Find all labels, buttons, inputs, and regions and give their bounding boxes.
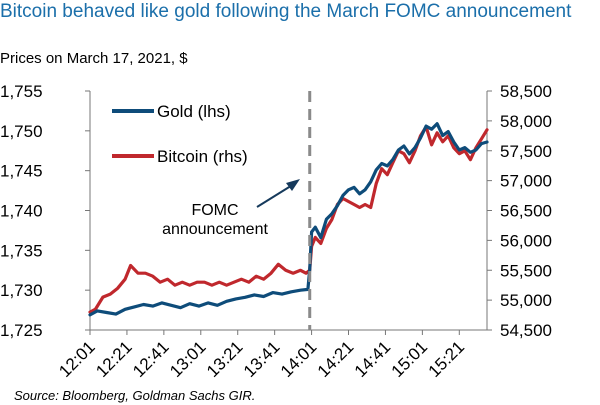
y-left-tick-label: 1,740	[0, 202, 43, 221]
chart-title: Bitcoin behaved like gold following the …	[0, 1, 572, 22]
x-tick-label: 13:41	[240, 337, 284, 381]
annotation-layer: FOMC announcement	[162, 91, 312, 330]
y-left-ticks: 1,725 1,730 1,735 1,740 1,745 1,750 1,755	[0, 82, 90, 340]
chart-subtitle: Prices on March 17, 2021, $	[0, 50, 188, 67]
x-tick-label: 15:21	[425, 337, 469, 381]
legend: Gold (lhs) Bitcoin (rhs)	[112, 102, 248, 166]
y-left-tick-label: 1,750	[0, 122, 43, 141]
x-tick-label: 12:01	[55, 337, 99, 381]
x-tick-label: 14:41	[351, 337, 395, 381]
gold-series-line	[88, 122, 489, 317]
y-left-tick-label: 1,725	[0, 321, 43, 340]
annotation-arrow-shaft	[256, 183, 295, 208]
y-right-tick-label: 56,000	[500, 231, 552, 250]
y-right-ticks: 54,500 55,000 55,500 56,000 56,500 57,000 57,5…	[487, 82, 552, 340]
y-left-tick-label: 1,755	[0, 82, 43, 101]
legend-label-bitcoin: Bitcoin (rhs)	[157, 147, 248, 166]
y-left-tick-label: 1,730	[0, 281, 43, 300]
x-tick-label: 15:01	[388, 337, 432, 381]
series-layer	[88, 122, 489, 317]
x-tick-label: 13:21	[203, 337, 247, 381]
y-right-tick-label: 54,500	[500, 321, 552, 340]
y-right-tick-label: 57,000	[500, 172, 552, 191]
y-left-tick-label: 1,735	[0, 241, 43, 260]
annotation-arrowhead	[286, 179, 300, 191]
legend-label-gold: Gold (lhs)	[157, 102, 231, 121]
y-right-tick-label: 55,000	[500, 291, 552, 310]
y-right-tick-label: 56,500	[500, 202, 552, 221]
y-right-tick-label: 57,500	[500, 142, 552, 161]
y-right-tick-label: 55,500	[500, 261, 552, 280]
x-tick-label: 12:21	[92, 337, 136, 381]
y-right-tick-label: 58,000	[500, 112, 552, 131]
x-tick-label: 12:41	[129, 337, 173, 381]
x-tick-label: 14:01	[277, 337, 321, 381]
x-tick-label: 13:01	[166, 337, 210, 381]
y-right-tick-label: 58,500	[500, 82, 552, 101]
source-note: Source: Bloomberg, Goldman Sachs GIR.	[14, 388, 256, 403]
x-ticks: 12:0112:2112:4113:0113:2113:4114:0114:21…	[55, 330, 468, 381]
x-tick-label: 14:21	[314, 337, 358, 381]
annotation-line-1: FOMC	[191, 202, 238, 219]
y-left-tick-label: 1,745	[0, 162, 43, 181]
annotation-line-2: announcement	[162, 221, 268, 238]
